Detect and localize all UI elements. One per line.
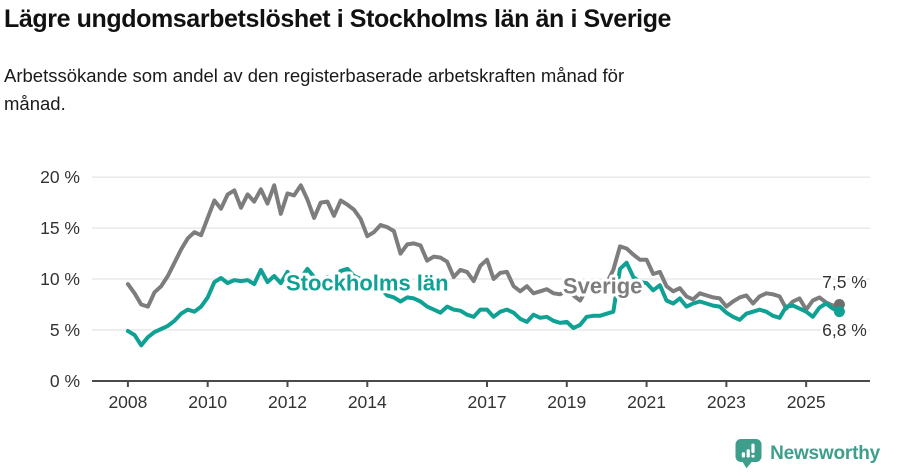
y-axis-label: 15 %	[40, 218, 80, 238]
series-line-stockholm	[125, 260, 842, 348]
y-axis-label: 0 %	[50, 371, 80, 391]
footer: Newsworthy	[735, 438, 880, 469]
series-end-dot-stockholm	[833, 306, 845, 318]
chart-subtitle: Arbetssökande som andel av den registerb…	[4, 65, 625, 114]
series-label-sverige: Sverige	[563, 273, 643, 298]
x-axis-label: 2017	[468, 392, 507, 412]
newsworthy-logo-icon	[735, 438, 763, 469]
end-value-label-sverige: 7,5 %	[822, 272, 867, 292]
x-axis-label: 2025	[787, 392, 826, 412]
brand-name: Newsworthy	[770, 442, 880, 464]
x-axis-label: 2012	[268, 392, 307, 412]
x-axis-label: 2014	[348, 392, 387, 412]
chart-title: Lägre ungdomsarbetslöshet i Stockholms l…	[4, 5, 672, 33]
x-axis-label: 2019	[547, 392, 586, 412]
x-axis-label: 2008	[108, 392, 147, 412]
x-axis-label: 2021	[627, 392, 666, 412]
y-axis-label: 20 %	[40, 167, 80, 187]
x-axis-label: 2023	[707, 392, 746, 412]
end-value-label-stockholm: 6,8 %	[822, 320, 867, 340]
x-axis-label: 2010	[188, 392, 227, 412]
y-axis-label: 10 %	[40, 269, 80, 289]
series-label-stockholm: Stockholms län	[286, 270, 449, 295]
y-axis-label: 5 %	[50, 320, 80, 340]
series-line-sverige	[125, 183, 842, 312]
